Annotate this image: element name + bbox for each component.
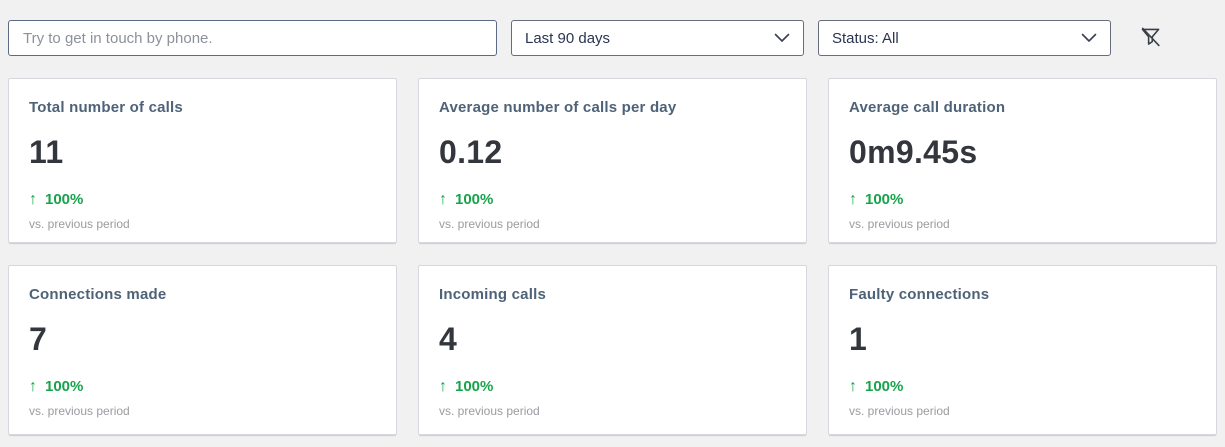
- phone-search-input[interactable]: [8, 20, 497, 56]
- card-value: 0.12: [439, 134, 503, 170]
- trend-up-arrow-icon: ↑: [439, 190, 447, 208]
- comparison-label: vs. previous period: [439, 404, 540, 418]
- trend-up-arrow-icon: ↑: [849, 377, 857, 395]
- stat-card-total-calls: Total number of calls 11 ↑ 100% vs. prev…: [8, 78, 397, 243]
- comparison-label: vs. previous period: [29, 217, 130, 231]
- card-title: Average call duration: [849, 99, 1006, 116]
- status-filter-value: Status: All: [832, 29, 899, 47]
- trend-up-arrow-icon: ↑: [29, 190, 37, 208]
- comparison-label: vs. previous period: [29, 404, 130, 418]
- card-title: Average number of calls per day: [439, 99, 677, 116]
- delta-value: 100%: [455, 191, 494, 208]
- card-value: 0m9.45s: [849, 134, 978, 170]
- card-value: 7: [29, 321, 48, 357]
- status-filter-select[interactable]: Status: All: [818, 20, 1111, 56]
- card-delta: ↑ 100%: [849, 378, 1196, 395]
- delta-value: 100%: [45, 191, 84, 208]
- card-title: Incoming calls: [439, 286, 546, 303]
- card-value: 1: [849, 321, 868, 357]
- stat-card-connections-made: Connections made 7 ↑ 100% vs. previous p…: [8, 265, 397, 435]
- filter-toolbar: Last 90 days Status: All: [8, 20, 1217, 56]
- stat-card-grid: Total number of calls 11 ↑ 100% vs. prev…: [8, 78, 1217, 435]
- date-range-select[interactable]: Last 90 days: [511, 20, 804, 56]
- stat-card-faulty-connections: Faulty connections 1 ↑ 100% vs. previous…: [828, 265, 1217, 435]
- chevron-down-icon: [774, 33, 790, 43]
- comparison-label: vs. previous period: [849, 217, 950, 231]
- card-delta: ↑ 100%: [849, 191, 1196, 208]
- card-title: Total number of calls: [29, 99, 183, 116]
- card-value: 4: [439, 321, 458, 357]
- card-delta: ↑ 100%: [439, 378, 786, 395]
- delta-value: 100%: [865, 378, 904, 395]
- card-delta: ↑ 100%: [439, 191, 786, 208]
- trend-up-arrow-icon: ↑: [29, 377, 37, 395]
- card-delta: ↑ 100%: [29, 191, 376, 208]
- trend-up-arrow-icon: ↑: [849, 190, 857, 208]
- stat-card-avg-call-duration: Average call duration 0m9.45s ↑ 100% vs.…: [828, 78, 1217, 243]
- card-value: 11: [29, 134, 64, 170]
- clear-filters-button[interactable]: [1131, 20, 1169, 56]
- date-range-value: Last 90 days: [525, 29, 611, 47]
- stat-card-incoming-calls: Incoming calls 4 ↑ 100% vs. previous per…: [418, 265, 807, 435]
- delta-value: 100%: [865, 191, 904, 208]
- filter-off-icon: [1138, 24, 1163, 52]
- delta-value: 100%: [45, 378, 84, 395]
- chevron-down-icon: [1081, 33, 1097, 43]
- trend-up-arrow-icon: ↑: [439, 377, 447, 395]
- stat-card-avg-calls-per-day: Average number of calls per day 0.12 ↑ 1…: [418, 78, 807, 243]
- card-title: Faulty connections: [849, 286, 990, 303]
- comparison-label: vs. previous period: [849, 404, 950, 418]
- comparison-label: vs. previous period: [439, 217, 540, 231]
- delta-value: 100%: [455, 378, 494, 395]
- card-title: Connections made: [29, 286, 167, 303]
- card-delta: ↑ 100%: [29, 378, 376, 395]
